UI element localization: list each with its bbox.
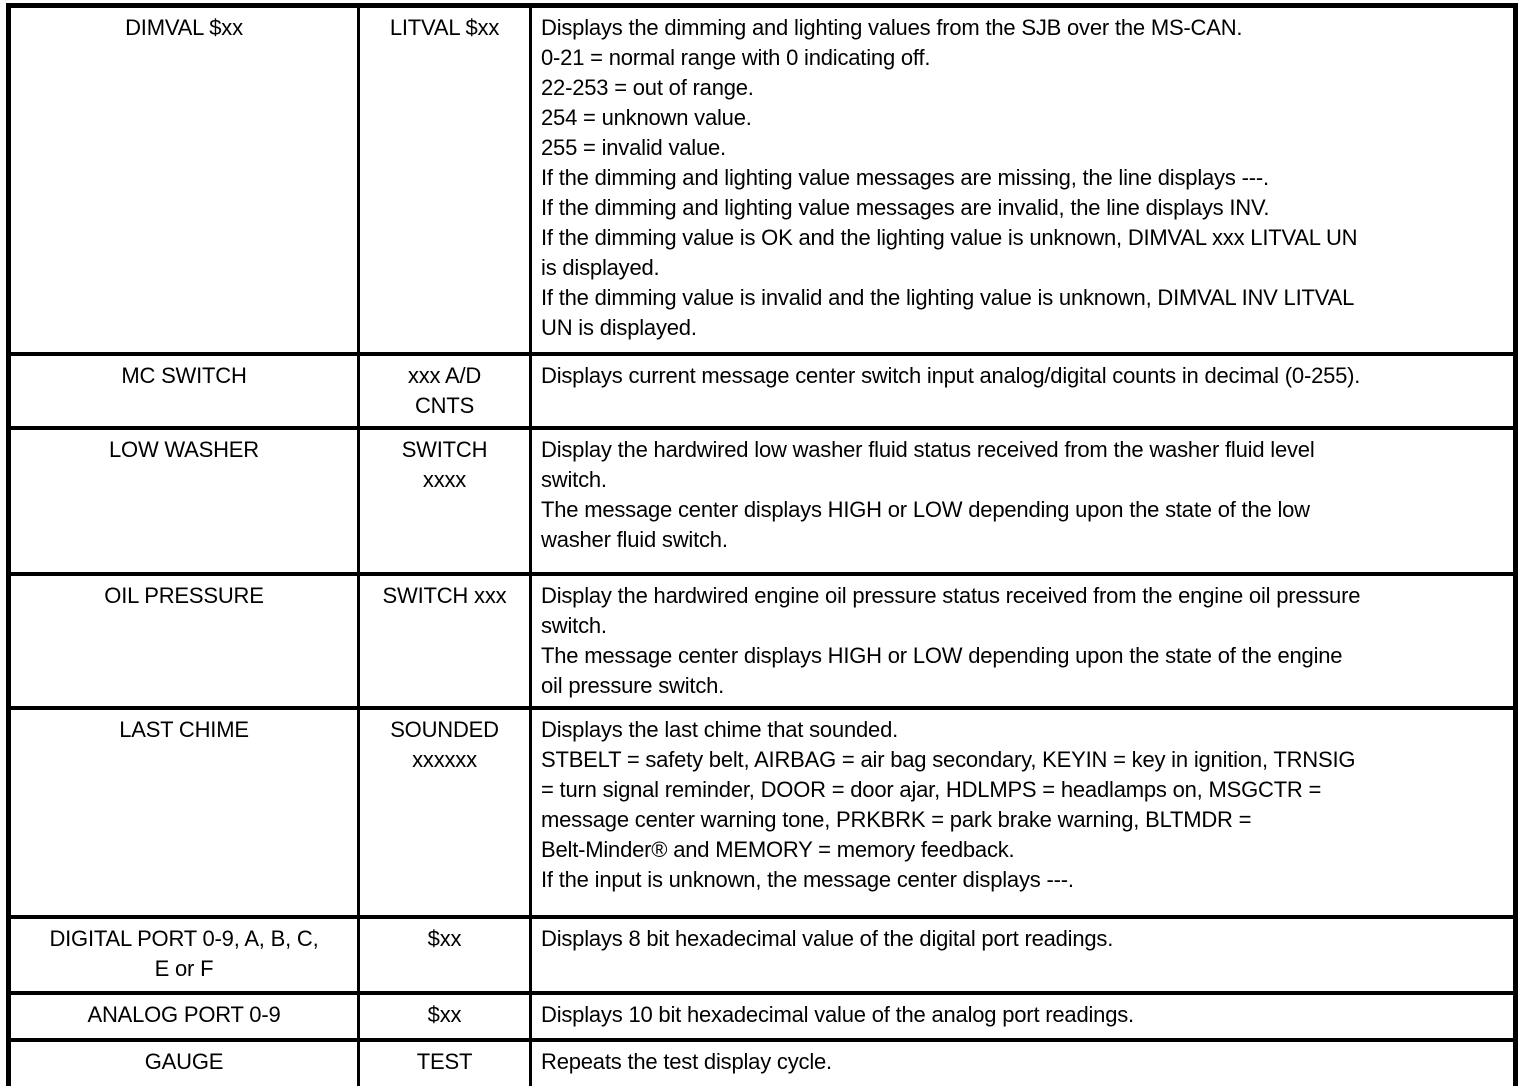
cell-description: Displays 10 bit hexadecimal value of the… [529, 990, 1517, 1042]
table-row: DIMVAL $xx LITVAL $xx Displays the dimmi… [7, 3, 1517, 356]
cell-display-item: LOW WASHER [7, 425, 360, 576]
cell-value-format: SWITCH xxx [357, 571, 532, 710]
cell-description: Displays the dimming and lighting values… [529, 3, 1517, 356]
cell-display-item: DIGITAL PORT 0-9, A, B, C, E or F [7, 914, 360, 995]
cell-display-item: OIL PRESSURE [7, 571, 360, 710]
cell-display-item: ANALOG PORT 0-9 [7, 990, 360, 1042]
cell-description: Displays the last chime that sounded. ST… [529, 705, 1517, 919]
cell-description: Display the hardwired engine oil pressur… [529, 571, 1517, 710]
table-row: OIL PRESSURE SWITCH xxx Display the hard… [7, 571, 1517, 710]
cell-display-item: LAST CHIME [7, 705, 360, 919]
cell-description: Repeats the test display cycle. [529, 1037, 1517, 1086]
table-row: GAUGE TEST Repeats the test display cycl… [7, 1037, 1517, 1086]
cell-display-item: GAUGE [7, 1037, 360, 1086]
cell-value-format: SWITCH xxxx [357, 425, 532, 576]
cell-display-item: DIMVAL $xx [7, 3, 360, 356]
cell-value-format: LITVAL $xx [357, 3, 532, 356]
cell-value-format: $xx [357, 914, 532, 995]
cell-display-item: MC SWITCH [7, 351, 360, 430]
table-row: ANALOG PORT 0-9 $xx Displays 10 bit hexa… [7, 990, 1517, 1042]
diagnostic-display-table: DIMVAL $xx LITVAL $xx Displays the dimmi… [6, 3, 1518, 1086]
table-row: LAST CHIME SOUNDED xxxxxx Displays the l… [7, 705, 1517, 919]
table-row: MC SWITCH xxx A/D CNTS Displays current … [7, 351, 1517, 430]
table-row: DIGITAL PORT 0-9, A, B, C, E or F $xx Di… [7, 914, 1517, 995]
cell-description: Displays 8 bit hexadecimal value of the … [529, 914, 1517, 995]
cell-description: Display the hardwired low washer fluid s… [529, 425, 1517, 576]
cell-value-format: $xx [357, 990, 532, 1042]
table-body: DIMVAL $xx LITVAL $xx Displays the dimmi… [7, 3, 1517, 1086]
cell-value-format: SOUNDED xxxxxx [357, 705, 532, 919]
cell-value-format: TEST [357, 1037, 532, 1086]
cell-description: Displays current message center switch i… [529, 351, 1517, 430]
table-row: LOW WASHER SWITCH xxxx Display the hardw… [7, 425, 1517, 576]
cell-value-format: xxx A/D CNTS [357, 351, 532, 430]
